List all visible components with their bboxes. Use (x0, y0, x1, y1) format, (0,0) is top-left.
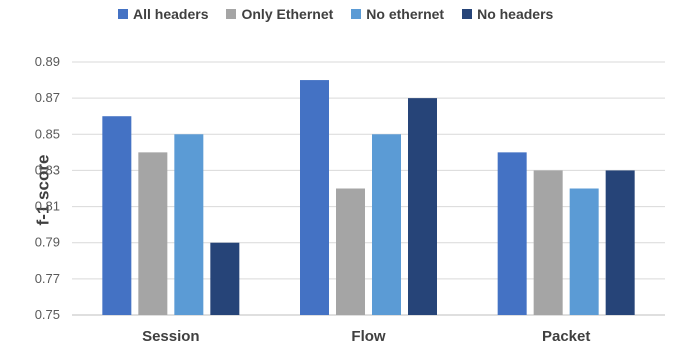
legend-swatch-all-headers (118, 9, 128, 19)
legend-item-no-headers: No headers (462, 6, 553, 22)
legend-swatch-no-headers (462, 9, 473, 19)
legend-item-all-headers: All headers (118, 6, 208, 22)
bar (174, 134, 204, 315)
bar (605, 170, 635, 315)
y-tick-label: 0.89 (35, 54, 60, 69)
legend-item-no-ethernet: No ethernet (351, 6, 444, 22)
bar (497, 152, 527, 315)
bar (138, 152, 168, 315)
y-tick-label: 0.79 (35, 235, 60, 250)
legend-swatch-no-ethernet (351, 9, 362, 19)
legend-item-only-ethernet: Only Ethernet (226, 6, 333, 22)
y-tick-label: 0.85 (35, 126, 60, 141)
legend-label-only-ethernet: Only Ethernet (241, 6, 334, 22)
legend-swatch-only-ethernet (226, 9, 237, 19)
x-category-label: Packet (542, 328, 590, 345)
x-category-label: Flow (351, 328, 385, 345)
legend-label-no-ethernet: No ethernet (366, 6, 445, 22)
y-tick-label: 0.77 (35, 271, 60, 286)
bar (336, 188, 365, 315)
y-tick-label: 0.87 (35, 90, 60, 105)
legend: All headers Only Ethernet No ethernet No… (118, 6, 553, 22)
bar (569, 188, 599, 315)
y-tick-label: 0.83 (35, 162, 60, 177)
bar (210, 242, 240, 315)
bar (300, 80, 329, 315)
x-category-label: Session (142, 328, 200, 345)
legend-label-all-headers: All headers (133, 6, 209, 22)
bar (372, 134, 401, 315)
y-tick-label: 0.75 (35, 307, 60, 322)
y-tick-label: 0.81 (35, 199, 60, 214)
legend-label-no-headers: No headers (477, 6, 554, 22)
bar (102, 116, 132, 315)
bar (533, 170, 563, 315)
bar (408, 98, 437, 316)
